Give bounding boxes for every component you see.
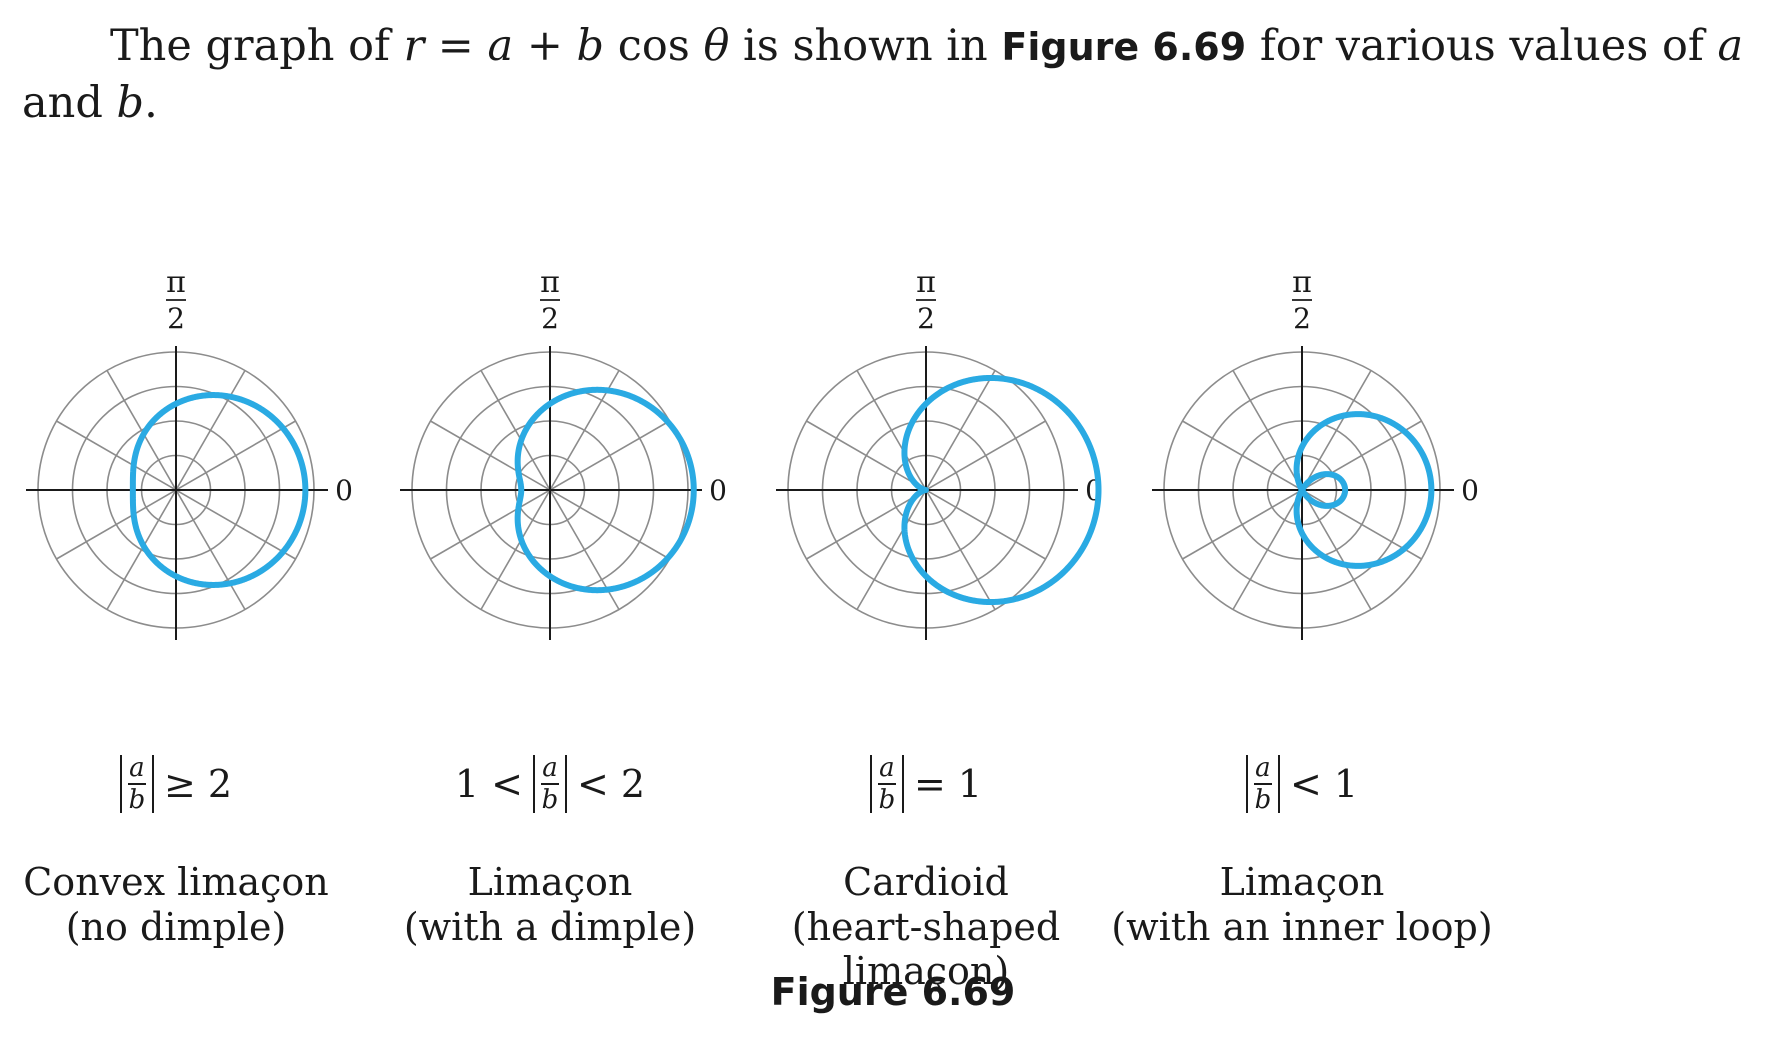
polar-panel: π 2 0 a b = 1 Cardioid (heart-shaped limaçon) [706,300,1146,980]
var-b: b [577,21,605,71]
intro-text: cos [604,21,703,71]
var-b: b [117,78,145,128]
panel-caption-title: Limaçon [330,860,770,904]
figure-reference: Figure 6.69 [1001,25,1246,69]
panel-caption-subtitle: (with an inner loop) [1082,905,1522,949]
var-a: a [488,21,514,71]
fraction-numerator: a [879,755,895,783]
abs-bar-left [1246,755,1248,813]
two-label: 2 [167,302,185,335]
polar-grid: π20 [706,300,1146,740]
polar-grid: π20 [330,300,770,740]
fraction-denominator: b [542,785,559,813]
fraction-numerator: a [542,755,558,783]
pi-label: π [166,265,186,300]
condition-suffix: = 1 [914,762,982,806]
fraction-denominator: b [129,785,146,813]
condition-suffix: < 2 [577,762,645,806]
intro-text: The graph of [110,21,404,71]
abs-bar-right [152,755,154,813]
abs-bar-left [870,755,872,813]
intro-text: for various values of [1246,21,1717,71]
abs-bar-right [565,755,567,813]
intro-text: = [424,21,487,71]
abs-bar-right [902,755,904,813]
two-label: 2 [541,302,559,335]
var-theta: θ [703,21,729,71]
var-a: a [1717,21,1743,71]
intro-text: is shown in [729,21,1001,71]
two-label: 2 [917,302,935,335]
condition-suffix: ≥ 2 [164,762,232,806]
pi-label: π [916,265,936,300]
intro-text: . [144,78,158,128]
abs-bar-left [120,755,122,813]
fraction-numerator: a [1255,755,1271,783]
condition-prefix: 1 < [455,762,523,806]
intro-paragraph: The graph of r = a + b cos θ is shown in… [22,18,1762,131]
fraction-numerator: a [129,755,145,783]
intro-text: + [513,21,576,71]
ratio-condition: 1 < a b < 2 [330,755,770,813]
condition-suffix: < 1 [1290,762,1358,806]
abs-bar-left [533,755,535,813]
polar-grid: π20 [1082,300,1522,740]
panel-caption-title: Cardioid [706,860,1146,904]
figure-label: Figure 6.69 [0,970,1786,1014]
two-label: 2 [1293,302,1311,335]
abs-bar-right [1278,755,1280,813]
polar-panel: π 2 0 a b < 1 Limaçon (with an inner loop) [1082,300,1522,980]
zero-label: 0 [1461,474,1479,507]
fraction-denominator: b [879,785,896,813]
intro-text: and [22,78,117,128]
panel-caption-title: Limaçon [1082,860,1522,904]
fraction-denominator: b [1255,785,1272,813]
ratio-condition: a b = 1 [706,755,1146,813]
pi-label: π [1292,265,1312,300]
pi-label: π [540,265,560,300]
panel-caption-subtitle: (with a dimple) [330,905,770,949]
var-r: r [404,21,425,71]
ratio-condition: a b < 1 [1082,755,1522,813]
